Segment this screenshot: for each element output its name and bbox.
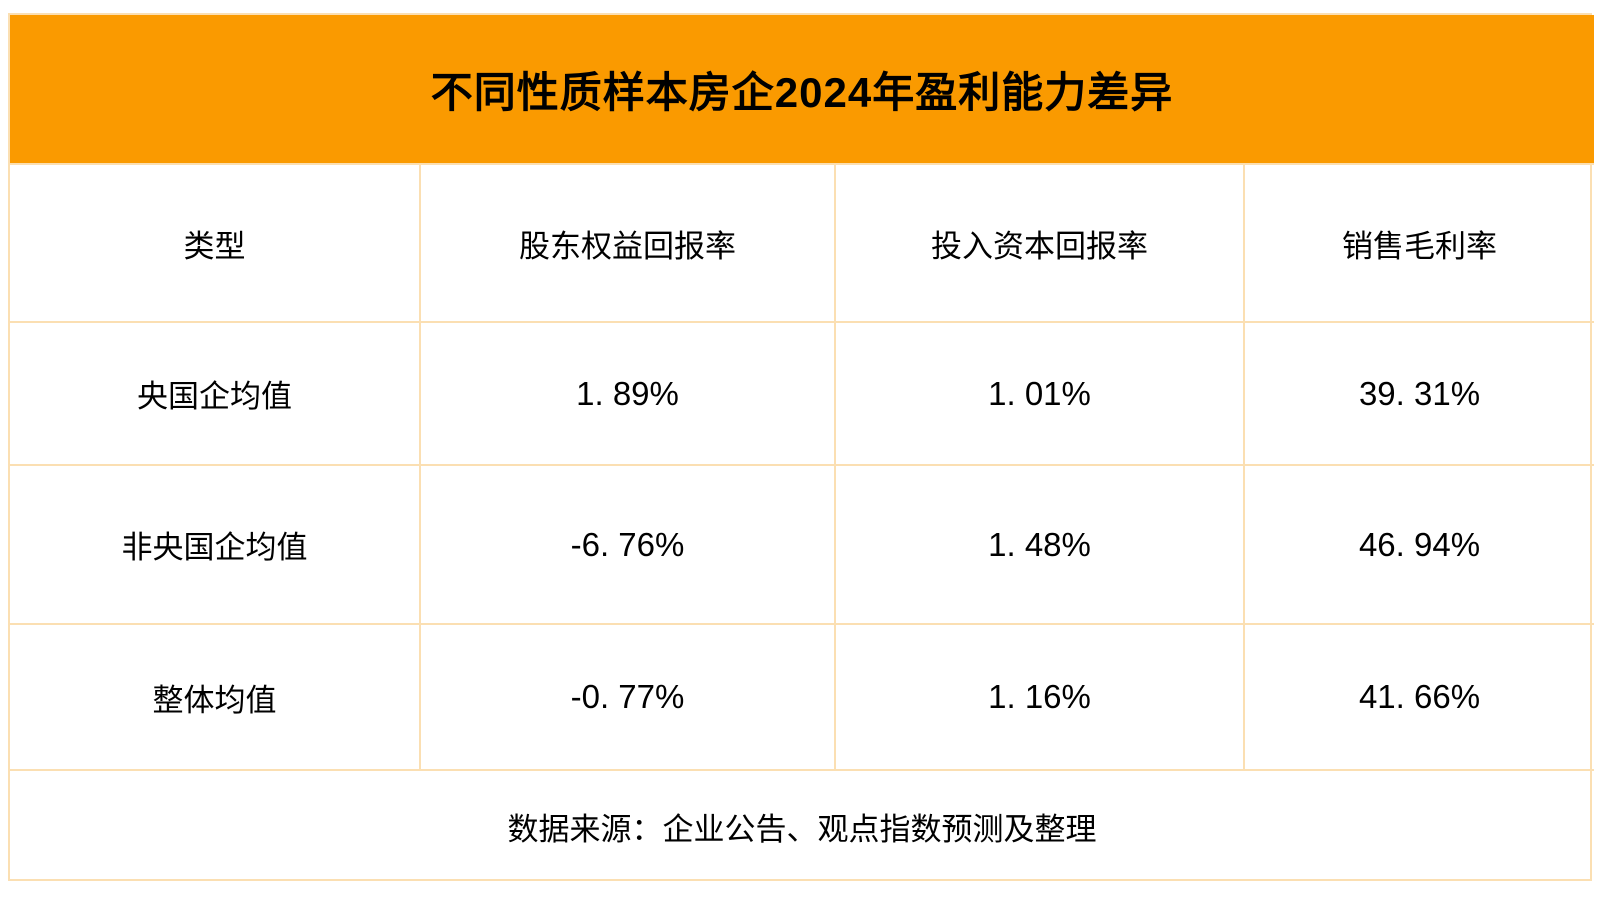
column-header-gross-margin: 销售毛利率 [1245,165,1594,323]
cell-value: 1. 16% [836,625,1245,771]
cell-value: 41. 66% [1245,625,1594,771]
profitability-table: 不同性质样本房企2024年盈利能力差异 类型 股东权益回报率 投入资本回报率 销… [8,13,1594,881]
cell-value: 46. 94% [1245,466,1594,625]
cell-value: -0. 77% [421,625,836,771]
cell-value: 1. 48% [836,466,1245,625]
row-label: 整体均值 [10,625,421,771]
column-header-roic: 投入资本回报率 [836,165,1245,323]
column-header-roe: 股东权益回报率 [421,165,836,323]
cell-value: 39. 31% [1245,323,1594,466]
cell-value: 1. 89% [421,323,836,466]
row-label: 央国企均值 [10,323,421,466]
table-title: 不同性质样本房企2024年盈利能力差异 [10,15,1594,165]
row-label: 非央国企均值 [10,466,421,625]
column-header-type: 类型 [10,165,421,323]
cell-value: 1. 01% [836,323,1245,466]
source-note: 数据来源：企业公告、观点指数预测及整理 [507,812,1097,847]
cell-value: -6. 76% [421,466,836,625]
